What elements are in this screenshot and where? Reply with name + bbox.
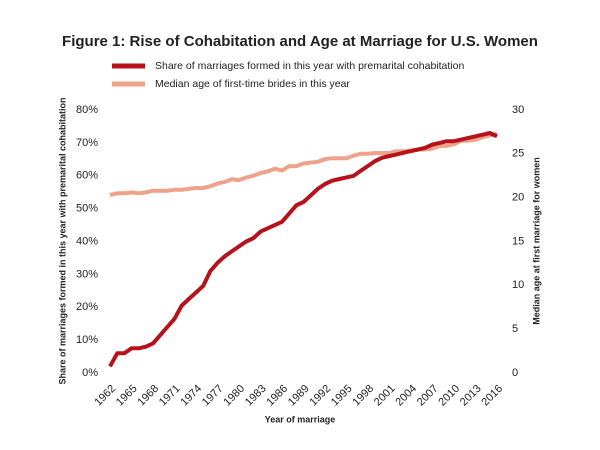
y-tick-label: 10% xyxy=(76,334,98,346)
chart-title: Figure 1: Rise of Cohabitation and Age a… xyxy=(62,33,538,50)
y2-tick-label: 30 xyxy=(512,104,524,116)
x-axis-label: Year of marriage xyxy=(265,414,336,424)
x-tick-label: 1986 xyxy=(264,383,290,409)
x-tick-label: 1965 xyxy=(114,383,140,409)
y-tick-label: 60% xyxy=(76,170,98,182)
x-tick-label: 2001 xyxy=(372,383,398,409)
series-line xyxy=(109,131,498,197)
x-tick-label: 2013 xyxy=(458,383,484,409)
x-tick-label: 1962 xyxy=(92,383,118,409)
y2-tick-label: 5 xyxy=(512,323,518,335)
x-tick-label: 1998 xyxy=(350,383,376,409)
y-axis-label: Share of marriages formed in this year w… xyxy=(57,97,67,384)
x-tick-label: 1971 xyxy=(157,383,183,409)
y2-tick-label: 25 xyxy=(512,148,524,160)
y2-tick-label: 20 xyxy=(512,192,524,204)
x-tick-label: 1974 xyxy=(178,383,204,409)
y-tick-label: 0% xyxy=(82,367,98,379)
x-tick-label: 1983 xyxy=(243,383,269,409)
x-tick-label: 1992 xyxy=(307,383,333,409)
x-tick-label: 1977 xyxy=(200,383,226,409)
x-tick-label: 1989 xyxy=(286,383,312,409)
x-tick-label: 2004 xyxy=(393,383,419,409)
x-tick-label: 1995 xyxy=(329,383,355,409)
x-tick-label: 1968 xyxy=(135,383,161,409)
y2-tick-label: 10 xyxy=(512,279,524,291)
y-tick-label: 30% xyxy=(76,268,98,280)
y-tick-label: 50% xyxy=(76,203,98,215)
series-line xyxy=(108,131,498,368)
y2-axis-label: Median age at first marriage for women xyxy=(531,157,541,325)
legend-label: Median age of first-time brides in this … xyxy=(155,78,350,90)
x-tick-label: 2007 xyxy=(415,383,441,409)
y-tick-label: 70% xyxy=(76,137,98,149)
y2-tick-label: 15 xyxy=(512,235,524,247)
x-tick-label: 2016 xyxy=(479,383,505,409)
y-tick-label: 20% xyxy=(76,301,98,313)
y-tick-label: 40% xyxy=(76,235,98,247)
y-tick-label: 80% xyxy=(76,104,98,116)
legend-label: Share of marriages formed in this year w… xyxy=(155,60,464,72)
x-tick-label: 2010 xyxy=(436,383,462,409)
x-tick-label: 1980 xyxy=(221,383,247,409)
y2-tick-label: 0 xyxy=(512,367,518,379)
